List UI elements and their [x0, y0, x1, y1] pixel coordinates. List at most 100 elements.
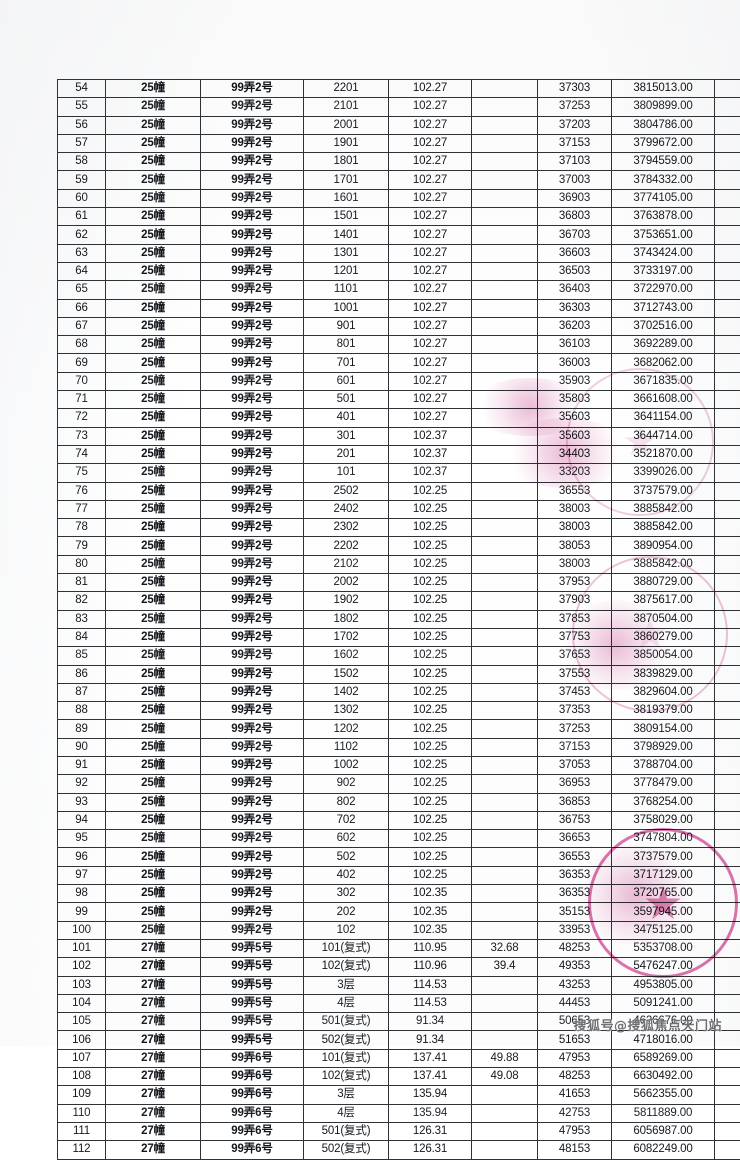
cell-area: 102.27	[389, 153, 472, 171]
cell-total: 3717129.00	[612, 866, 715, 884]
cell-unit_price: 37003	[538, 171, 612, 189]
cell-building: 25幢	[106, 317, 201, 335]
cell-extra_area	[472, 683, 538, 701]
cell-address: 99弄6号	[201, 1086, 304, 1104]
cell-total: 3671835.00	[612, 372, 715, 390]
cell-address: 99弄2号	[201, 610, 304, 628]
cell-total: 3819379.00	[612, 702, 715, 720]
cell-total: 6082249.00	[612, 1141, 715, 1159]
cell-index: 84	[58, 628, 106, 646]
cell-index: 99	[58, 903, 106, 921]
cell-unit_price: 37303	[538, 80, 612, 98]
cell-building: 25幢	[106, 702, 201, 720]
cell-room: 1702	[304, 628, 389, 646]
cell-unit_price: 37653	[538, 647, 612, 665]
cell-building: 25幢	[106, 775, 201, 793]
cell-extra_area	[472, 830, 538, 848]
cell-total: 3809899.00	[612, 98, 715, 116]
cell-index: 61	[58, 208, 106, 226]
cell-room: 1802	[304, 610, 389, 628]
cell-index: 92	[58, 775, 106, 793]
cell-address: 99弄2号	[201, 482, 304, 500]
cell-index: 98	[58, 885, 106, 903]
cell-room: 2001	[304, 116, 389, 134]
cell-decoration: 精装	[715, 281, 740, 299]
cell-unit_price: 34403	[538, 445, 612, 463]
cell-decoration: 精装	[715, 189, 740, 207]
cell-room: 101	[304, 464, 389, 482]
cell-decoration: 精装	[715, 464, 740, 482]
cell-decoration: 精装	[715, 647, 740, 665]
cell-decoration: 精装	[715, 702, 740, 720]
cell-area: 102.25	[389, 647, 472, 665]
cell-room: 1301	[304, 244, 389, 262]
cell-index: 107	[58, 1049, 106, 1067]
cell-extra_area	[472, 702, 538, 720]
cell-decoration: 精装	[715, 299, 740, 317]
cell-building: 25幢	[106, 171, 201, 189]
cell-extra_area	[472, 336, 538, 354]
cell-address: 99弄2号	[201, 262, 304, 280]
cell-area: 110.95	[389, 939, 472, 957]
cell-room: 2002	[304, 574, 389, 592]
cell-area: 102.25	[389, 738, 472, 756]
cell-room: 101(复式)	[304, 939, 389, 957]
cell-extra_area	[472, 445, 538, 463]
cell-unit_price: 36003	[538, 354, 612, 372]
cell-decoration: 精装	[715, 976, 740, 994]
cell-index: 88	[58, 702, 106, 720]
cell-extra_area	[472, 80, 538, 98]
cell-address: 99弄2号	[201, 445, 304, 463]
cell-address: 99弄5号	[201, 958, 304, 976]
cell-extra_area	[472, 1104, 538, 1122]
cell-area: 102.25	[389, 592, 472, 610]
cell-building: 25幢	[106, 500, 201, 518]
cell-unit_price: 38003	[538, 500, 612, 518]
cell-total: 3774105.00	[612, 189, 715, 207]
cell-address: 99弄6号	[201, 1104, 304, 1122]
cell-room: 1901	[304, 134, 389, 152]
cell-room: 301	[304, 427, 389, 445]
cell-index: 85	[58, 647, 106, 665]
cell-index: 94	[58, 811, 106, 829]
cell-total: 3758029.00	[612, 811, 715, 829]
cell-area: 102.25	[389, 665, 472, 683]
cell-decoration: 精装	[715, 262, 740, 280]
cell-extra_area	[472, 848, 538, 866]
cell-extra_area	[472, 793, 538, 811]
cell-unit_price: 37253	[538, 720, 612, 738]
cell-room: 101(复式)	[304, 1049, 389, 1067]
footer-watermark: 搜狐号@搜狐焦点天门站	[573, 1015, 722, 1034]
cell-total: 5476247.00	[612, 958, 715, 976]
cell-index: 103	[58, 976, 106, 994]
cell-building: 25幢	[106, 647, 201, 665]
cell-extra_area	[472, 1122, 538, 1140]
cell-total: 3815013.00	[612, 80, 715, 98]
cell-building: 25幢	[106, 665, 201, 683]
cell-extra_area	[472, 464, 538, 482]
cell-address: 99弄6号	[201, 1068, 304, 1086]
cell-extra_area	[472, 1031, 538, 1049]
cell-address: 99弄2号	[201, 244, 304, 262]
cell-index: 67	[58, 317, 106, 335]
cell-index: 69	[58, 354, 106, 372]
cell-total: 3702516.00	[612, 317, 715, 335]
cell-extra_area	[472, 665, 538, 683]
cell-building: 27幢	[106, 1086, 201, 1104]
cell-extra_area	[472, 391, 538, 409]
cell-extra_area	[472, 921, 538, 939]
cell-address: 99弄6号	[201, 1122, 304, 1140]
price-table-container: 5425幢99弄2号2201102.27373033815013.00精装552…	[57, 79, 689, 1160]
cell-total: 3885842.00	[612, 519, 715, 537]
cell-unit_price: 36553	[538, 848, 612, 866]
cell-address: 99弄2号	[201, 189, 304, 207]
